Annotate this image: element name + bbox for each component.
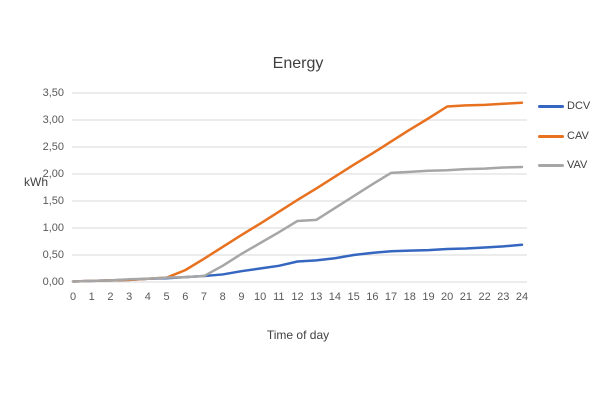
x-tick-label: 6 (182, 291, 189, 303)
legend-label: VAV (567, 159, 588, 171)
chart-title: Energy (272, 55, 324, 72)
x-tick-label: 18 (403, 291, 416, 303)
y-tick-label: 3,00 (42, 114, 64, 126)
x-tick-label: 12 (291, 291, 304, 303)
x-tick-label: 8 (219, 291, 226, 303)
y-tick-label: 1,50 (42, 195, 64, 207)
legend-line-swatch (538, 104, 564, 108)
legend-item-vav: VAV (538, 159, 587, 171)
x-tick-label: 16 (366, 291, 379, 303)
x-tick-label: 21 (459, 291, 472, 303)
x-tick-label: 14 (328, 291, 342, 303)
y-tick-label: 2,00 (42, 168, 64, 180)
legend-label: CAV (567, 130, 589, 142)
x-tick-label: 0 (69, 291, 77, 303)
x-tick-label: 4 (144, 291, 151, 303)
legend-item-cav: CAV (538, 130, 589, 142)
y-tick-label: 0,50 (42, 249, 64, 261)
x-tick-label: 10 (253, 291, 267, 303)
x-tick-label: 19 (422, 291, 435, 303)
x-tick-label: 1 (88, 291, 95, 303)
x-tick-label: 22 (478, 291, 491, 303)
x-tick-label: 2 (107, 291, 114, 303)
x-tick-label: 9 (238, 291, 245, 303)
x-tick-label: 7 (200, 291, 208, 303)
series-line-dcv (71, 243, 524, 283)
x-tick-label: 15 (347, 291, 360, 303)
y-tick-label: 3,50 (42, 87, 64, 99)
x-tick-label: 3 (126, 291, 133, 303)
y-tick-label: 2,50 (42, 141, 64, 153)
x-tick-label: 13 (310, 291, 323, 303)
x-axis-title: Time of day (266, 328, 330, 342)
legend-label: DCV (567, 100, 591, 112)
y-axis-title: kWh (24, 175, 48, 189)
x-tick-label: 20 (441, 291, 454, 303)
y-tick-label: 0,00 (42, 276, 64, 288)
x-tick-label: 5 (163, 291, 170, 303)
x-tick-label: 17 (384, 291, 398, 303)
series-line-vav (71, 165, 524, 283)
x-tick-label: 24 (515, 291, 529, 303)
x-tick-label: 23 (497, 291, 510, 303)
legend-item-dcv: DCV (538, 100, 590, 112)
legend-line-swatch (538, 134, 564, 138)
y-tick-label: 1,00 (42, 222, 64, 234)
x-tick-label: 11 (273, 291, 285, 303)
legend-line-swatch (538, 163, 564, 167)
